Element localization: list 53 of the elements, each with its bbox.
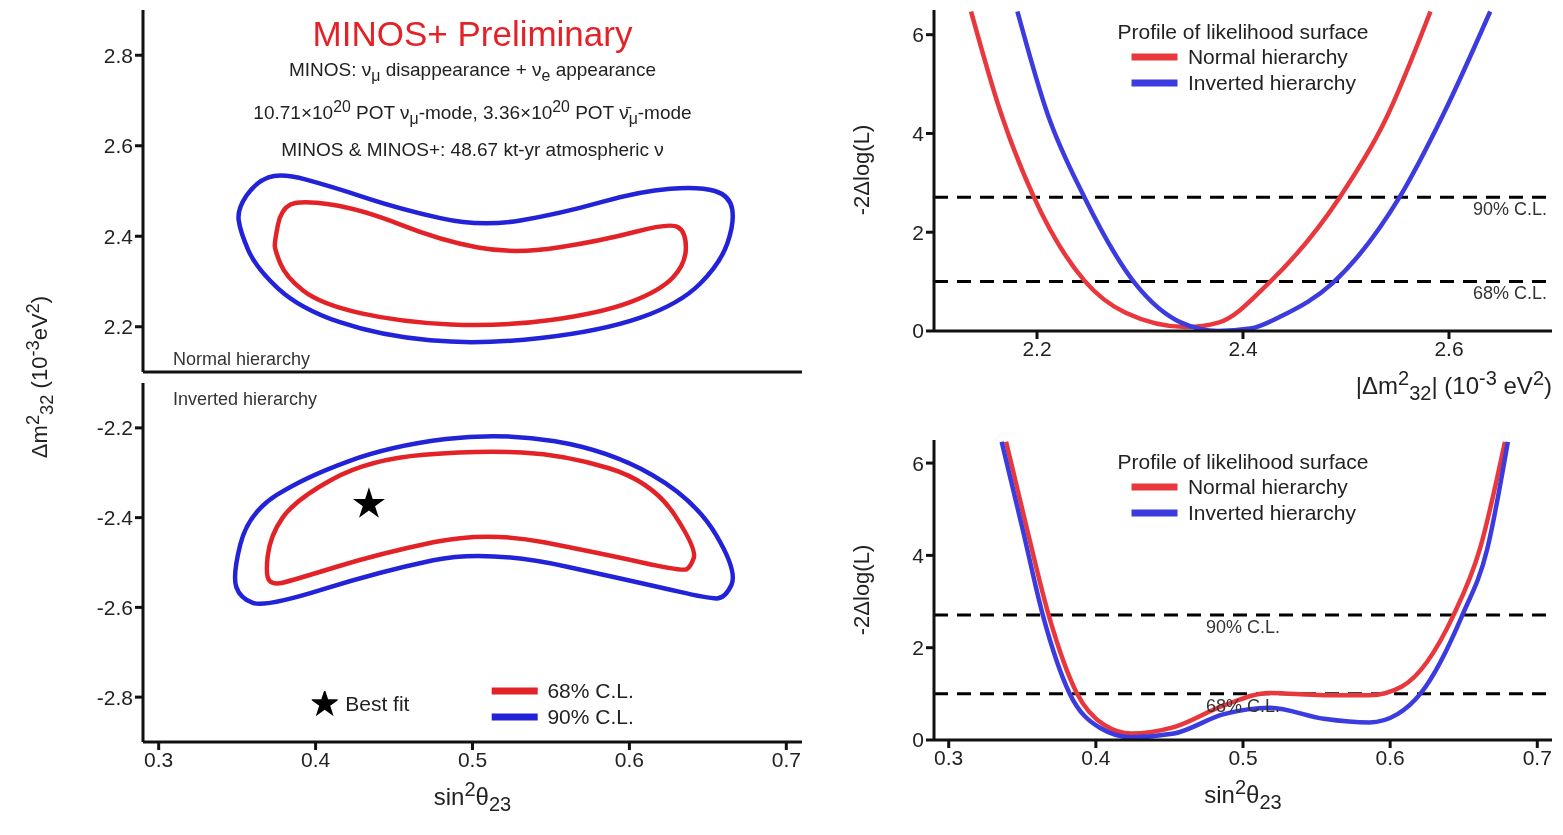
y-tick-label: 2: [912, 220, 924, 244]
y-tick-label: -2.6: [96, 595, 133, 619]
x-tick-label: 0.5: [457, 747, 488, 771]
line-series: [968, 10, 1433, 330]
ref-line-label: 90% C.L.: [1205, 616, 1281, 637]
y-tick-label: -2.2: [96, 416, 133, 440]
legend-label: Inverted hierarchy: [1187, 70, 1357, 96]
ref-line-label: 68% C.L.: [1472, 283, 1547, 304]
ref-line-label: 90% C.L.: [1472, 198, 1547, 219]
x-tick-label: 0.7: [1522, 745, 1552, 769]
legend-label: Normal hierarchy: [1187, 474, 1348, 500]
y-tick-label: 0: [912, 319, 924, 343]
x-tick-label: 0.5: [1228, 745, 1258, 769]
legend-title: Profile of likelihood surface: [1117, 450, 1369, 474]
y-tick-label: 2.6: [103, 134, 133, 158]
y-tick-label: 4: [912, 121, 925, 145]
y-tick-label: 2.4: [103, 224, 134, 248]
y-tick-label: 4: [912, 543, 925, 567]
x-axis-title: |Δm$^{2}$$_{32}$| (10$^{-3}$ eV$^{2}$): [1355, 367, 1552, 404]
annotation: Inverted hierarchy: [173, 389, 318, 409]
x-tick-label: 2.6: [1434, 336, 1464, 360]
y-tick-label: -2.8: [96, 685, 133, 709]
y-tick-label: -2.4: [96, 506, 134, 530]
x-tick-label: 2.2: [1022, 336, 1052, 360]
annotation: Normal hierarchy: [173, 349, 311, 369]
x-tick-label: 0.4: [300, 747, 331, 771]
annotation: 68% C.L.: [547, 678, 634, 704]
text: 10.71×10$^{20}$ POT ν$_{μ}$-mode, 3.36×10$^{20}$ POT ν̄$_{μ}$-mode: [253, 97, 692, 127]
y-tick-label: 2.2: [103, 315, 133, 339]
y-tick-label: 2: [912, 636, 924, 660]
x-tick-label: 0.7: [771, 747, 801, 771]
y-tick-label: 6: [912, 451, 924, 475]
y-axis-title: -2Δlog(L): [849, 124, 874, 216]
legend-label: Best fit: [345, 692, 410, 716]
y-tick-label: 2.8: [103, 43, 133, 67]
x-tick-label: 0.3: [144, 747, 174, 771]
x-axis-title: sin$^{2}$θ$_{23}$: [433, 778, 512, 815]
y-tick-label: 6: [912, 23, 924, 47]
annotation: MINOS & MINOS+: 48.67 kt-yr atmospheric ν: [280, 137, 665, 162]
chart-title: MINOS+ Preliminary: [311, 14, 634, 54]
x-tick-label: 0.3: [934, 745, 964, 769]
y-tick-label: 0: [912, 728, 924, 752]
legend-label: Normal hierarchy: [1187, 44, 1348, 70]
x-tick-label: 0.4: [1081, 745, 1111, 769]
x-tick-label: 0.6: [1375, 745, 1405, 769]
annotation: MINOS: ν$_{μ}$ disappearance + ν$_{e}$ appearance: [288, 58, 657, 86]
x-tick-label: 2.4: [1228, 336, 1258, 360]
annotation: 90% C.L.: [547, 704, 634, 730]
legend-label: Inverted hierarchy: [1187, 500, 1357, 526]
legend-title: Profile of likelihood surface: [1117, 20, 1369, 44]
x-tick-label: 0.6: [614, 747, 645, 771]
x-axis-title: sin$^{2}$θ$_{23}$: [1204, 776, 1282, 813]
y-axis-title: -2Δlog(L): [849, 544, 874, 636]
